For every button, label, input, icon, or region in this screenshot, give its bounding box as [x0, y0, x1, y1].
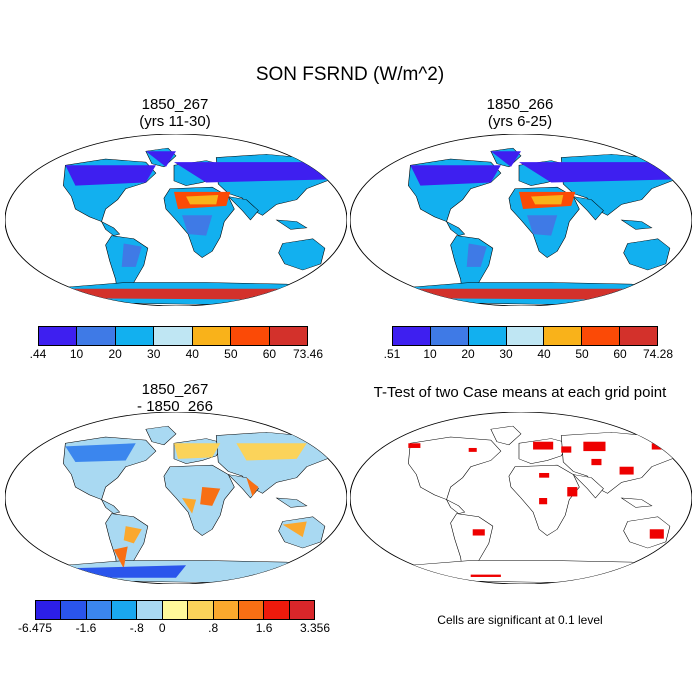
map-4-significant-cells: [408, 441, 664, 577]
colorbar-1-tick-label: 73.46: [292, 347, 324, 361]
footnote: Cells are significant at 0.1 level: [437, 613, 603, 627]
colorbar-3-swatch: [213, 601, 239, 619]
panel-title-1: 1850_267 (yrs 11-30): [5, 96, 345, 130]
colorbar-3: [35, 600, 315, 620]
colorbar-3-swatch: [162, 601, 189, 619]
colorbar-2-tick-label: 30: [499, 347, 513, 361]
colorbar-1-swatch: [192, 327, 232, 345]
panel-title-3-line1: 1850_267: [141, 381, 209, 398]
colorbar-3-tick-label: -6.475: [17, 621, 53, 635]
colorbar-2-tick-label: 10: [423, 347, 437, 361]
colorbar-3-tick-label: 1.6: [255, 621, 273, 635]
colorbar-3-tick-label: 3.356: [299, 621, 331, 635]
colorbar-1-tick-label: 40: [185, 347, 199, 361]
colorbar-3-swatch: [289, 601, 314, 619]
colorbar-2-tick-label: 20: [461, 347, 475, 361]
colorbar-3-swatch: [238, 601, 265, 619]
map-2-tropical-low: [466, 215, 558, 267]
colorbar-3-tick-label: -1.6: [75, 621, 97, 635]
colorbar-2-tick-label: .51: [383, 347, 401, 361]
colorbar-3-swatch: [137, 601, 163, 619]
map-panel-3: [5, 412, 347, 584]
map-1-sahara-mid: [186, 194, 219, 205]
colorbar-1-swatch: [231, 327, 270, 345]
colorbar-1-tick-label: 10: [69, 347, 84, 361]
colorbar-2: [392, 326, 658, 346]
colorbar-2-swatch: [506, 327, 545, 345]
panel-title-3: 1850_267 - 1850_266: [5, 381, 345, 415]
colorbar-3-swatch: [112, 601, 138, 619]
colorbar-1-swatch: [115, 327, 155, 345]
colorbar-2-ticks: .51 10 20 30 40 50 60 74.28: [384, 347, 673, 363]
colorbar-1: [38, 326, 308, 346]
map-1-tropical-low: [121, 215, 213, 267]
colorbar-3-swatch: [86, 601, 113, 619]
panel-title-2-line1: 1850_266: [486, 96, 554, 113]
colorbar-3-tick-label: .8: [208, 621, 219, 635]
colorbar-1-swatch: [269, 327, 307, 345]
colorbar-2-tick-label: 74.28: [642, 347, 674, 361]
colorbar-1-swatch: [154, 327, 193, 345]
colorbar-3-swatch: [61, 601, 87, 619]
map-2-antarctic-high: [390, 288, 664, 300]
colorbar-2-swatch: [393, 327, 431, 345]
colorbar-3-swatch: [264, 601, 290, 619]
map-panel-4: [350, 412, 692, 584]
colorbar-2-tick-label: 40: [537, 347, 551, 361]
colorbar-1-tick-label: .44: [29, 347, 47, 361]
colorbar-1-tick-label: 50: [224, 347, 238, 361]
colorbar-1-tick-label: 20: [108, 347, 122, 361]
colorbar-1-swatch: [39, 327, 78, 345]
colorbar-1-tick-label: 60: [262, 347, 277, 361]
panel-title-4-line1: T-Test of two Case means at each grid po…: [373, 384, 667, 401]
colorbar-3-swatch: [36, 601, 62, 619]
colorbar-2-swatch: [544, 327, 583, 345]
colorbar-1-ticks: .44 10 20 30 40 50 60 73.46: [30, 347, 323, 363]
map-2-north-low: [410, 151, 682, 186]
map-panel-1: [5, 134, 347, 306]
colorbar-1-tick-label: 30: [147, 347, 161, 361]
map-panel-2: [350, 134, 692, 306]
colorbar-2-swatch: [468, 327, 507, 345]
colorbar-2-tick-label: 60: [613, 347, 627, 361]
map-3-warm-north: [173, 443, 307, 461]
panel-title-1-line1: 1850_267: [141, 96, 209, 113]
panel-title-4: T-Test of two Case means at each grid po…: [350, 384, 690, 401]
colorbar-2-tick-label: 50: [575, 347, 589, 361]
map-1-antarctic-high: [45, 288, 319, 300]
panel-title-1-line2: (yrs 11-30): [139, 113, 211, 130]
figure-title: SON FSRND (W/m^2): [255, 64, 445, 85]
colorbar-3-tick-label: 0: [158, 621, 166, 635]
colorbar-3-ticks: -6.475 -1.6 -.8 0 .8 1.6 3.356: [18, 621, 330, 637]
map-2-sahara-mid: [531, 194, 564, 205]
colorbar-2-swatch: [582, 327, 621, 345]
map-3-cool-na: [65, 443, 136, 463]
colorbar-3-tick-label: -.8: [129, 621, 144, 635]
panel-title-3-line2: - 1850_266: [137, 398, 213, 415]
colorbar-2-swatch: [430, 327, 469, 345]
colorbar-3-swatch: [188, 601, 214, 619]
colorbar-1-swatch: [77, 327, 116, 345]
colorbar-2-swatch: [620, 327, 658, 345]
map-1-north-low: [65, 151, 337, 186]
panel-title-2-line2: (yrs 6-25): [487, 113, 553, 130]
panel-title-2: 1850_266 (yrs 6-25): [350, 96, 690, 130]
